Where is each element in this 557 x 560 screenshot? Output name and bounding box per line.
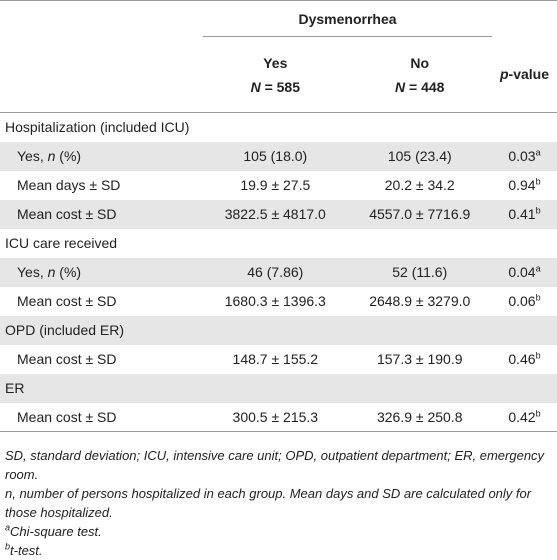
table-row: Yes, n (%) 105 (18.0) 105 (23.4) 0.03a: [0, 141, 557, 171]
cell-no: 157.3 ± 190.9: [376, 351, 463, 367]
row-label: Mean cost ± SD: [17, 293, 117, 309]
results-table: Dysmenorrhea Yes N = 585 No N = 448 p-va…: [0, 0, 557, 432]
col-header-yes: Yes N = 585: [203, 37, 347, 113]
section-label: OPD (included ER): [5, 322, 125, 338]
header-blank: [0, 1, 203, 37]
row-label: Yes, n (%): [17, 264, 82, 280]
cell-pvalue: 0.41b: [508, 205, 541, 222]
cell-yes: 300.5 ± 215.3: [232, 408, 319, 425]
row-label: Mean cost ± SD: [17, 408, 117, 425]
row-label: Yes, n (%): [17, 148, 82, 164]
table-row: OPD (included ER): [0, 315, 557, 345]
header-blank-p: [492, 1, 557, 37]
table-row: Mean cost ± SD 1680.3 ± 1396.3 2648.9 ± …: [0, 287, 557, 316]
section-label: ER: [5, 380, 25, 396]
header-label-col: [0, 37, 203, 113]
footnote-n-definition: n, number of persons hospitalized in eac…: [5, 486, 532, 520]
table-row: Hospitalization (included ICU): [0, 113, 557, 142]
cell-yes: 105 (18.0): [243, 148, 308, 164]
cell-yes: 19.9 ± 27.5: [240, 177, 311, 193]
cell-no: 4557.0 ± 7716.9: [369, 206, 471, 222]
row-label: Mean days ± SD: [17, 177, 121, 193]
col-yes-n: N = 585: [250, 78, 301, 95]
section-label: Hospitalization (included ICU): [5, 119, 190, 136]
cell-yes: 3822.5 ± 4817.0: [224, 206, 326, 222]
cell-pvalue: 0.06b: [508, 292, 541, 309]
cell-pvalue: 0.03a: [508, 147, 541, 164]
cell-no: 52 (11.6): [392, 264, 448, 280]
table-row: Mean cost ± SD 3822.5 ± 4817.0 4557.0 ± …: [0, 199, 557, 229]
col-yes-label: Yes: [263, 54, 288, 71]
cell-pvalue: 0.46b: [508, 350, 541, 367]
row-label: Mean cost ± SD: [17, 351, 117, 367]
col-header-no: No N = 448: [348, 37, 492, 113]
cell-no: 326.9 ± 250.8: [376, 408, 463, 425]
cell-yes: 148.7 ± 155.2: [232, 351, 319, 367]
row-label: Mean cost ± SD: [17, 206, 117, 222]
cell-pvalue: 0.94b: [508, 176, 541, 193]
table-row: ER: [0, 373, 557, 403]
cell-no: 105 (23.4): [387, 148, 452, 164]
cell-pvalue: 0.42b: [508, 408, 541, 425]
table-row: ICU care received: [0, 229, 557, 258]
cell-no: 2648.9 ± 3279.0: [369, 293, 471, 309]
section-label: ICU care received: [5, 235, 118, 251]
cell-yes: 1680.3 ± 1396.3: [224, 293, 326, 309]
table-row: Yes, n (%) 46 (7.86) 52 (11.6) 0.04a: [0, 257, 557, 287]
footnote-a: aChi-square test.: [5, 522, 102, 539]
cell-no: 20.2 ± 34.2: [384, 177, 455, 193]
col-no-n: N = 448: [395, 78, 445, 95]
cell-pvalue: 0.04a: [508, 263, 541, 280]
table-footnotes: SD, standard deviation; ICU, intensive c…: [0, 432, 557, 560]
table-row: Mean cost ± SD 300.5 ± 215.3 326.9 ± 250…: [0, 403, 557, 432]
table-body: Hospitalization (included ICU) Yes, n (%…: [0, 113, 557, 432]
col-no-label: No: [410, 54, 430, 71]
footnote-b: bt-test.: [5, 541, 43, 558]
table-row: Mean cost ± SD 148.7 ± 155.2 157.3 ± 190…: [0, 345, 557, 374]
footnote-abbreviations: SD, standard deviation; ICU, intensive c…: [5, 448, 545, 482]
table-row: Mean days ± SD 19.9 ± 27.5 20.2 ± 34.2 0…: [0, 171, 557, 200]
cell-yes: 46 (7.86): [247, 264, 304, 280]
group-header-dysmenorrhea: Dysmenorrhea: [203, 0, 492, 37]
col-header-pvalue: p-value: [499, 66, 549, 83]
